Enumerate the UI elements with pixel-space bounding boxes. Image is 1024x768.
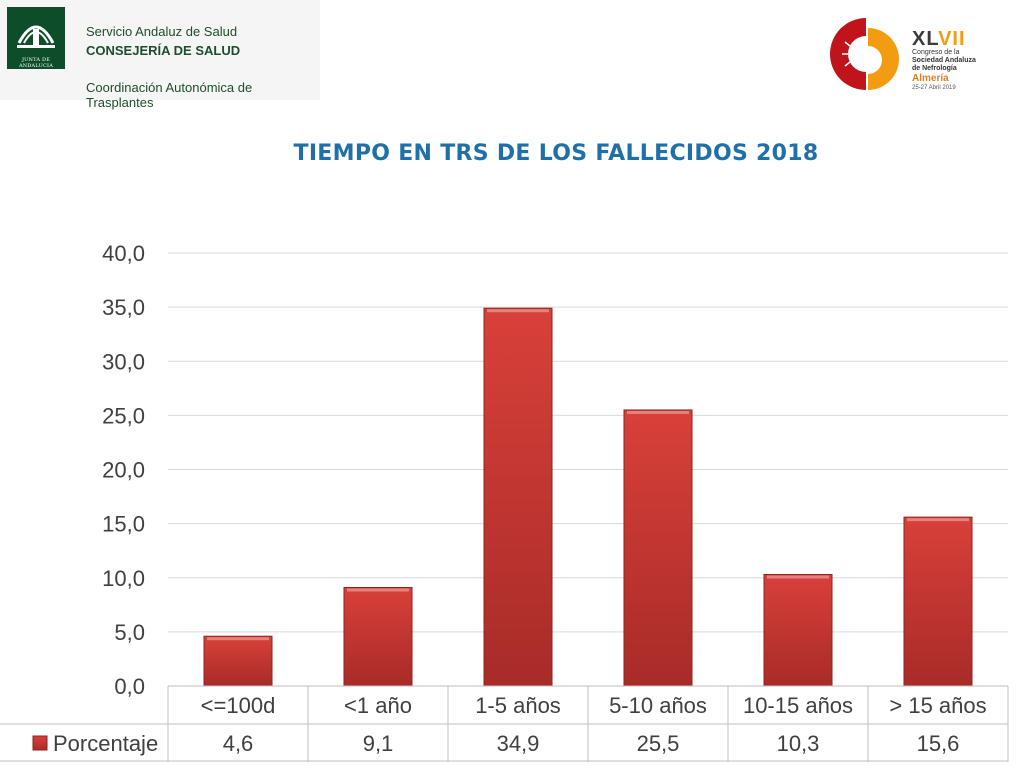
category-label: 10-15 años bbox=[743, 693, 853, 718]
congress-city: Almería bbox=[912, 73, 949, 84]
bar-0 bbox=[203, 635, 273, 687]
bars bbox=[203, 307, 973, 687]
congress-date: 25-27 Abril 2019 bbox=[912, 85, 956, 91]
value-label: 9,1 bbox=[363, 731, 394, 756]
junta-logo: JUNTA DE ANDALUCIA bbox=[7, 7, 65, 69]
bar-2 bbox=[483, 307, 553, 687]
category-label: <=100d bbox=[201, 693, 276, 718]
bar-highlight bbox=[907, 518, 969, 522]
y-tick-label: 15,0 bbox=[102, 512, 145, 537]
bar-highlight bbox=[627, 410, 689, 414]
series-name: Porcentaje bbox=[53, 731, 158, 756]
bar-highlight bbox=[487, 309, 549, 313]
category-label: <1 año bbox=[344, 693, 412, 718]
value-label: 34,9 bbox=[497, 731, 540, 756]
junta-caption: JUNTA DE ANDALUCIA bbox=[18, 57, 54, 69]
value-label: 10,3 bbox=[777, 731, 820, 756]
congress-number-accent: VII bbox=[938, 28, 966, 50]
header-brand: JUNTA DE ANDALUCIA Servicio Andaluz de S… bbox=[0, 0, 320, 110]
bar-5 bbox=[903, 516, 973, 687]
value-label: 15,6 bbox=[917, 731, 960, 756]
bar-highlight bbox=[207, 637, 269, 641]
category-label: > 15 años bbox=[889, 693, 986, 718]
bar-highlight bbox=[347, 588, 409, 592]
y-tick-label: 25,0 bbox=[102, 403, 145, 428]
y-axis-ticks: 0,0 5,0 10,0 15,0 20,0 25,0 30,0 35,0 40,0 bbox=[102, 241, 145, 699]
legend-swatch bbox=[32, 735, 48, 751]
congress-emblem-icon bbox=[830, 18, 899, 90]
congress-line-3: de Nefrología bbox=[912, 65, 957, 72]
y-tick-label: 35,0 bbox=[102, 295, 145, 320]
data-table: <=100d 4,6 <1 año 9,1 1-5 años 34,9 5-10 años 2… bbox=[0, 685, 1009, 762]
bar-3 bbox=[623, 409, 693, 687]
category-label: 5-10 años bbox=[609, 693, 707, 718]
congress-line-1: Congreso de la bbox=[912, 49, 960, 56]
org-line-3: Coordinación Autonómica de Trasplantes bbox=[86, 80, 253, 110]
junta-emblem-icon bbox=[7, 7, 65, 69]
category-label: 1-5 años bbox=[475, 693, 561, 718]
bar-1 bbox=[343, 586, 413, 687]
org-line-1: Servicio Andaluz de Salud bbox=[86, 24, 238, 39]
congress-line-2: Sociedad Andaluza bbox=[912, 57, 976, 64]
gridlines bbox=[168, 252, 1008, 633]
y-tick-label: 5,0 bbox=[114, 620, 145, 645]
value-label: 4,6 bbox=[223, 731, 254, 756]
congress-number: XLVII bbox=[912, 28, 966, 51]
congress-number-prefix: XL bbox=[912, 28, 939, 50]
y-tick-label: 10,0 bbox=[102, 566, 145, 591]
y-tick-label: 0,0 bbox=[114, 674, 145, 699]
org-line-2: CONSEJERÍA DE SALUD bbox=[86, 43, 241, 58]
y-tick-label: 40,0 bbox=[102, 241, 145, 266]
bar-4 bbox=[763, 574, 833, 687]
chart-title: TIEMPO EN TRS DE LOS FALLECIDOS 2018 bbox=[293, 141, 819, 166]
congress-logo: XLVII Congreso de la Sociedad Andaluza d… bbox=[822, 14, 1002, 94]
value-label: 25,5 bbox=[637, 731, 680, 756]
y-tick-label: 20,0 bbox=[102, 458, 145, 483]
bar-highlight bbox=[767, 575, 829, 579]
y-tick-label: 30,0 bbox=[102, 349, 145, 374]
